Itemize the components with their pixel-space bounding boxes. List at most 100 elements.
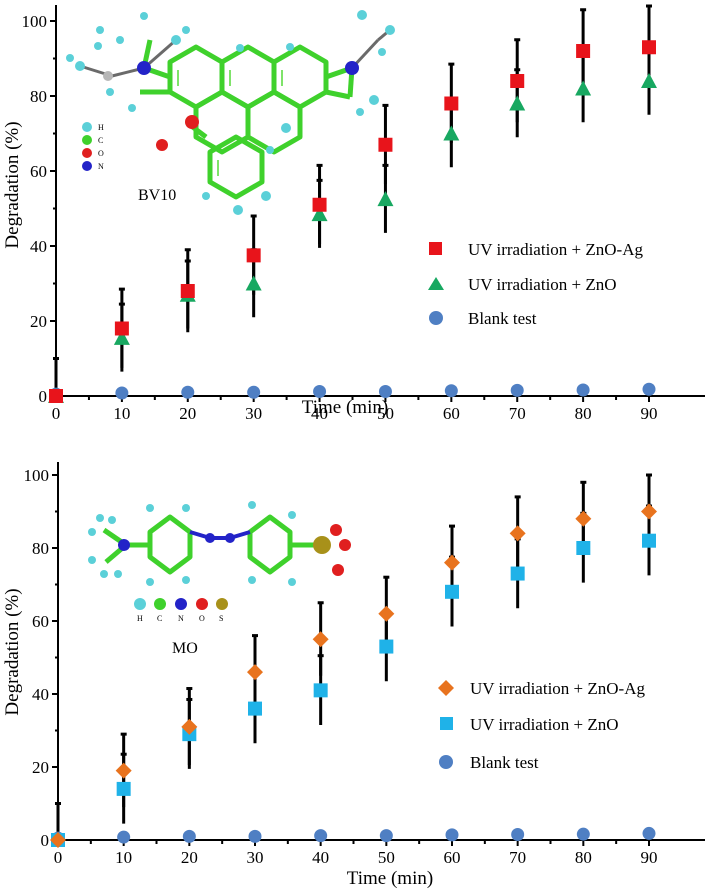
point-uv-irradiation-zno-ag	[510, 74, 525, 88]
point-uv-irradiation-zno-ag	[444, 96, 459, 111]
point-blank-test	[379, 829, 393, 843]
y-tick-label: 60	[30, 162, 47, 181]
legend-marker-zno	[428, 277, 444, 290]
point-blank-test	[642, 826, 656, 840]
point-blank-test	[444, 384, 458, 398]
atom-label-o: O	[98, 149, 104, 158]
legend-marker-zno	[440, 717, 453, 730]
molecule-label: MO	[172, 640, 198, 657]
point-uv-irradiation-zno	[113, 329, 130, 345]
chart-bottom-mo: H C N O S MO 0 20 40 60 80 100 0 10 20 30 40 50 60 70…	[2, 462, 705, 889]
point-uv-irradiation-zno-ag	[247, 664, 263, 681]
y-tick-label: 20	[30, 312, 47, 331]
bv10-atom-legend: H C O N	[82, 122, 104, 171]
legend-marker-blank	[429, 311, 443, 325]
x-tick-label: 10	[113, 404, 130, 423]
point-blank-test	[511, 828, 525, 842]
point-blank-test	[117, 830, 131, 844]
point-uv-irradiation-zno-ag	[246, 248, 261, 263]
atom-label-h: H	[98, 123, 104, 132]
y-tick-label: 100	[24, 466, 50, 485]
point-uv-irradiation-zno	[575, 80, 592, 96]
y-tick-label: 80	[30, 87, 47, 106]
point-uv-irradiation-zno	[245, 275, 262, 291]
x-tick-label: 20	[181, 848, 198, 867]
point-blank-test	[576, 383, 590, 397]
legend-marker-zno-ag	[438, 680, 454, 696]
point-uv-irradiation-zno	[509, 95, 526, 111]
legend-label-blank: Blank test	[468, 309, 537, 328]
point-uv-irradiation-zno	[116, 781, 131, 796]
point-uv-irradiation-zno-ag	[509, 525, 526, 542]
x-tick-label: 90	[641, 404, 658, 423]
x-tick-label: 40	[311, 404, 328, 423]
mo-atom-legend: H C N O S	[134, 598, 228, 623]
point-uv-irradiation-zno-ag	[312, 631, 329, 648]
point-blank-test	[181, 385, 195, 399]
point-uv-irradiation-zno-ag	[312, 197, 327, 212]
point-uv-irradiation-zno	[377, 191, 394, 207]
data-marks	[50, 473, 657, 848]
point-blank-test	[115, 386, 129, 400]
point-blank-test	[248, 829, 262, 843]
point-blank-test	[576, 827, 590, 841]
atom-label-c: C	[157, 614, 162, 623]
point-uv-irradiation-zno-ag	[444, 554, 460, 571]
axes: 0 20 40 60 80 100 0 10 20 30 40 50 60 70 80 90	[24, 462, 705, 867]
atom-label-h: H	[137, 614, 143, 623]
point-uv-irradiation-zno	[445, 584, 459, 599]
x-tick-label: 80	[575, 848, 592, 867]
data-marks	[48, 4, 657, 403]
x-tick-label: 50	[377, 404, 394, 423]
point-uv-irradiation-zno-ag	[115, 762, 132, 779]
point-uv-irradiation-zno-ag	[575, 510, 592, 527]
y-tick-label: 100	[22, 12, 48, 31]
point-uv-irradiation-zno	[248, 701, 262, 716]
y-axis-label: Degradation (%)	[2, 121, 23, 248]
point-uv-irradiation-zno-ag	[576, 44, 591, 58]
atom-label-n: N	[98, 162, 104, 171]
x-tick-label: 70	[509, 404, 526, 423]
x-tick-label: 80	[575, 404, 592, 423]
atom-label-c: C	[98, 136, 103, 145]
x-tick-label: 60	[443, 404, 460, 423]
point-uv-irradiation-zno-ag	[378, 137, 393, 152]
x-axis-label: Time (min)	[302, 397, 388, 418]
x-tick-label: 90	[641, 848, 658, 867]
x-tick-label: 0	[52, 404, 61, 423]
point-uv-irradiation-zno-ag	[49, 389, 63, 403]
point-uv-irradiation-zno	[576, 541, 591, 555]
legend: UV irradiation + ZnO-Ag UV irradiation +…	[438, 679, 645, 772]
point-blank-test	[510, 383, 524, 397]
point-uv-irradiation-zno-ag	[181, 718, 198, 735]
point-uv-irradiation-zno	[313, 683, 328, 698]
point-blank-test	[247, 385, 261, 399]
point-blank-test	[182, 829, 196, 843]
point-uv-irradiation-zno	[311, 206, 328, 222]
point-uv-irradiation-zno-ag	[642, 40, 656, 55]
point-blank-test	[445, 828, 459, 842]
atom-label-n: N	[178, 614, 184, 623]
bv10-molecule-illustration: H C O N BV10	[66, 10, 395, 215]
point-uv-irradiation-zno	[379, 639, 394, 654]
atom-label-s: S	[219, 614, 223, 623]
x-tick-label: 60	[444, 848, 461, 867]
point-blank-test	[313, 385, 327, 398]
x-tick-label: 10	[115, 848, 132, 867]
x-tick-label: 70	[509, 848, 526, 867]
point-blank-test	[378, 385, 392, 398]
point-uv-irradiation-zno-ag	[114, 321, 129, 336]
y-tick-label: 60	[32, 612, 49, 631]
y-tick-label: 80	[32, 539, 49, 558]
y-tick-label: 40	[30, 237, 47, 256]
y-tick-label: 20	[32, 758, 49, 777]
y-tick-label: 0	[41, 831, 50, 850]
x-tick-label: 30	[247, 848, 264, 867]
molecule-label: BV10	[138, 187, 176, 204]
legend-label-zno: UV irradiation + ZnO	[468, 275, 617, 294]
point-uv-irradiation-zno-ag	[50, 832, 66, 848]
y-axis-label: Degradation (%)	[2, 588, 23, 715]
y-tick-label: 0	[39, 387, 48, 406]
x-axis-label: Time (min)	[347, 868, 433, 889]
